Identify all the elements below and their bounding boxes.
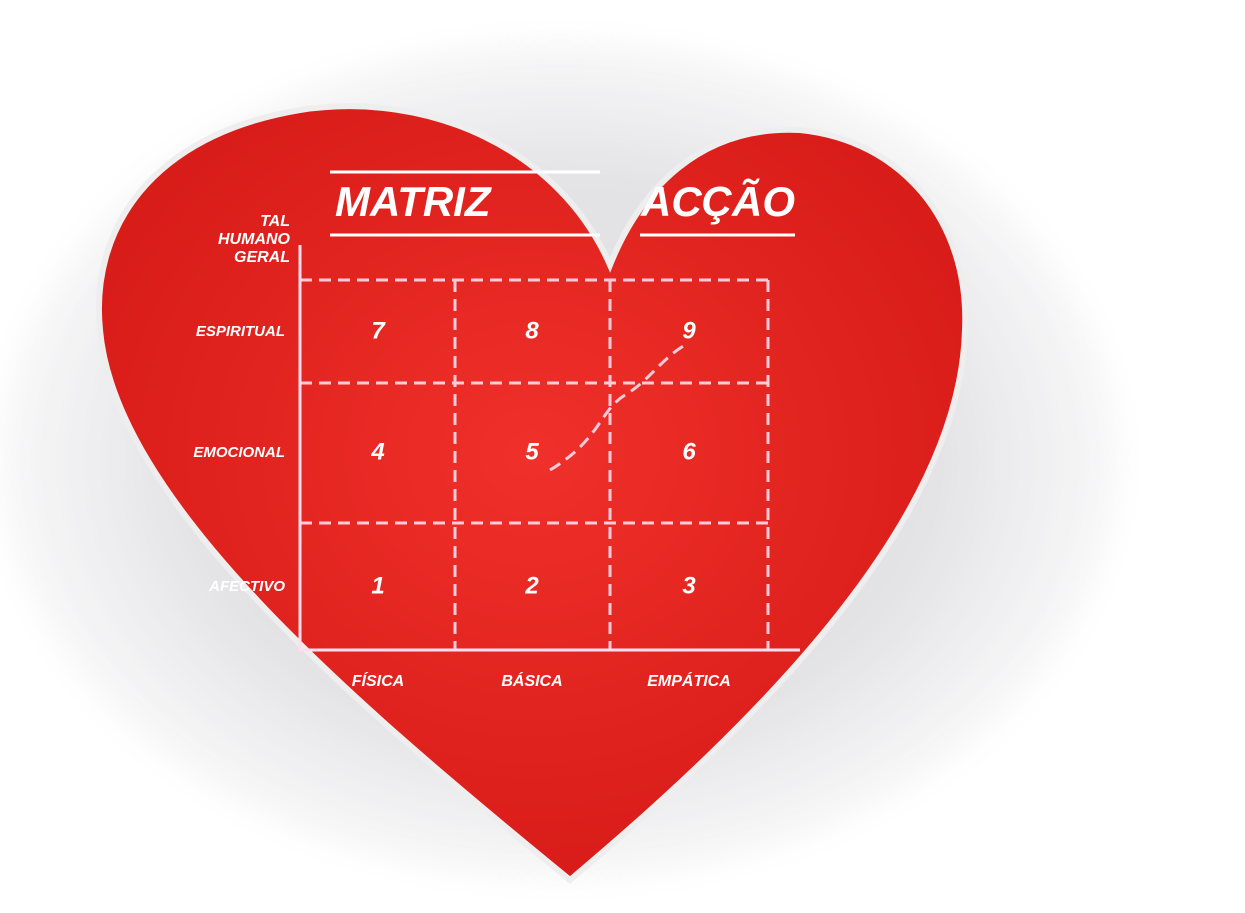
- cell-number: 6: [682, 438, 696, 465]
- row-label: EMOCIONAL: [193, 444, 285, 461]
- title-left: MATRIZ: [335, 178, 492, 225]
- title-right: ACÇÃO: [640, 178, 795, 225]
- scene: MATRIZ ACÇÃO TALHUMANOGERAL ESPIRITUAL EMO…: [0, 0, 1245, 913]
- cell-number: 2: [524, 572, 539, 599]
- cell-number: 9: [682, 317, 696, 344]
- corner-label: TAL: [260, 213, 290, 230]
- row-label: ESPIRITUAL: [196, 323, 285, 340]
- cell-number: 4: [370, 438, 384, 465]
- column-label: FÍSICA: [352, 671, 404, 690]
- cell-number: 8: [525, 317, 539, 344]
- corner-label: HUMANO: [218, 231, 291, 248]
- column-label: EMPÁTICA: [647, 671, 731, 690]
- row-label: AFECTIVO: [208, 578, 285, 595]
- corner-label: GERAL: [234, 249, 290, 266]
- cell-number: 5: [525, 438, 539, 465]
- cell-number: 1: [371, 572, 384, 599]
- cell-number: 3: [682, 572, 696, 599]
- cell-number: 7: [371, 317, 386, 344]
- column-label: BÁSICA: [501, 671, 562, 690]
